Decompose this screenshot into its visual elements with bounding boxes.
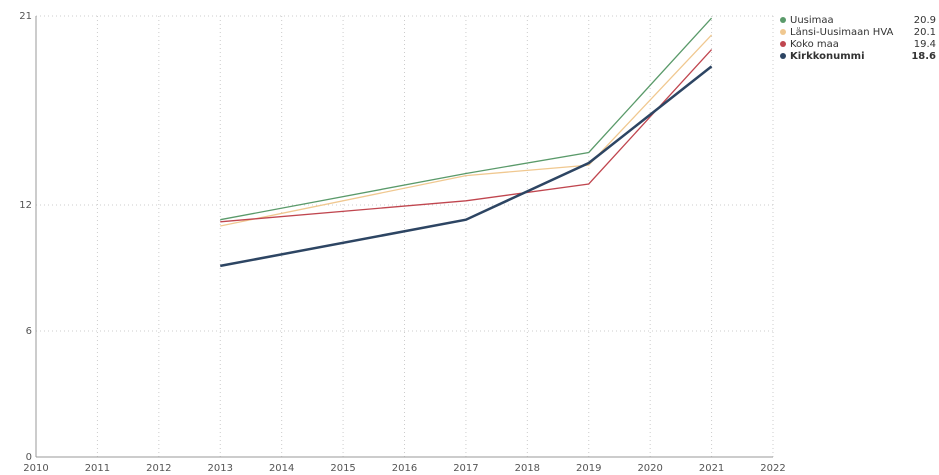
legend-marker (780, 29, 786, 35)
legend-label: Kirkkonummi (790, 51, 865, 62)
y-tick-label: 21 (19, 11, 32, 22)
y-tick-label: 0 (26, 452, 32, 463)
series-line (220, 17, 713, 221)
series-line (220, 49, 713, 223)
y-tick-label: 6 (26, 326, 32, 337)
x-tick-label: 2016 (392, 463, 417, 474)
y-tick-label: 12 (19, 200, 32, 211)
x-tick-label: 2015 (330, 463, 355, 474)
legend-value: 19.4 (914, 39, 936, 50)
legend-value: 18.6 (911, 51, 936, 62)
series-line (220, 34, 713, 227)
x-tick-label: 2011 (85, 463, 110, 474)
x-tick-label: 2022 (760, 463, 785, 474)
x-tick-label: 2017 (453, 463, 478, 474)
legend-label: Uusimaa (790, 15, 834, 26)
legend-marker (780, 41, 786, 47)
x-tick-label: 2012 (146, 463, 171, 474)
legend-marker (780, 17, 786, 23)
x-tick-label: 2019 (576, 463, 601, 474)
series-line (220, 65, 713, 268)
legend-marker (780, 53, 786, 59)
x-tick-label: 2018 (515, 463, 540, 474)
legend-value: 20.1 (914, 27, 936, 38)
x-tick-label: 2020 (637, 463, 662, 474)
x-tick-label: 2013 (208, 463, 233, 474)
legend-label: Länsi-Uusimaan HVA (790, 27, 894, 38)
x-tick-label: 2014 (269, 463, 294, 474)
legend-value: 20.9 (914, 15, 936, 26)
x-tick-label: 2010 (23, 463, 48, 474)
x-tick-label: 2021 (699, 463, 724, 474)
legend-label: Koko maa (790, 39, 839, 50)
